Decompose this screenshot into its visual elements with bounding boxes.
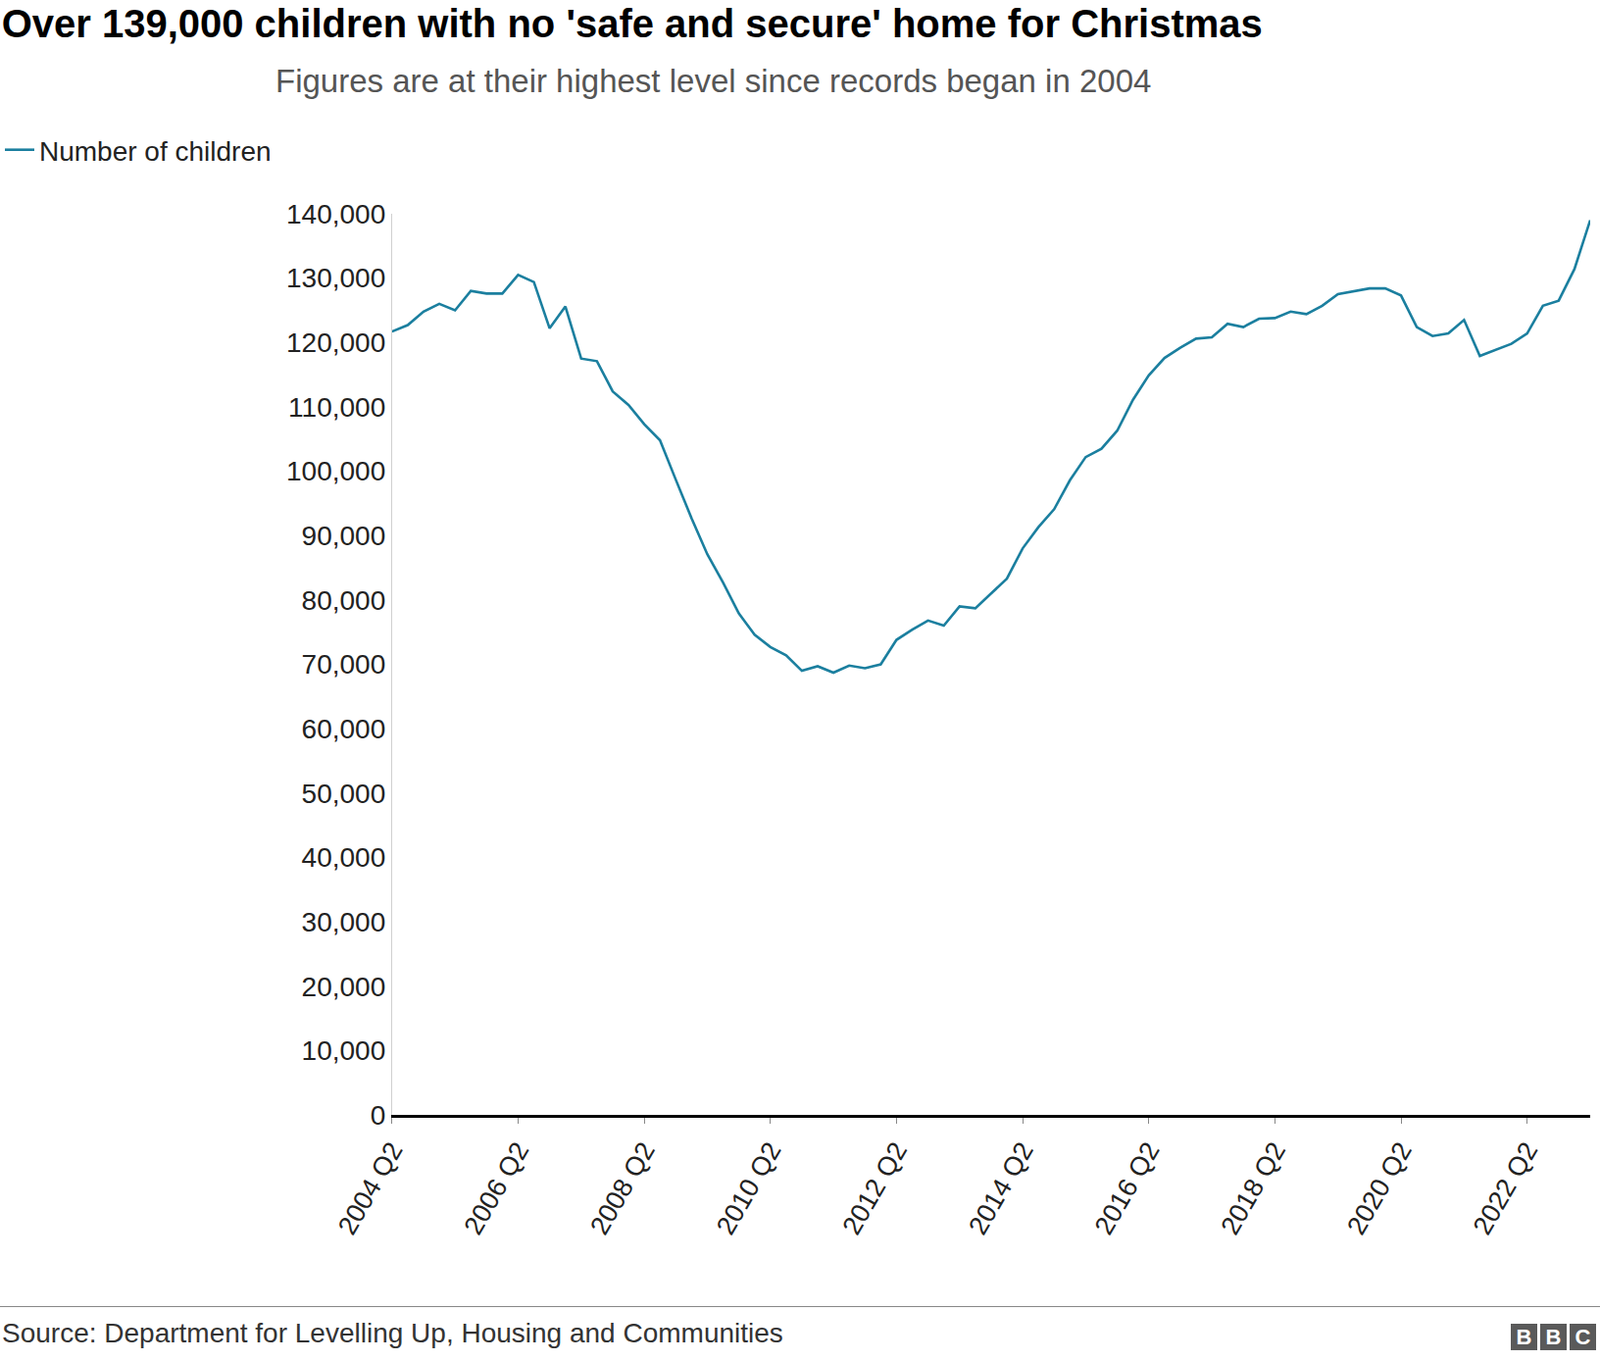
svg-text:80,000: 80,000 <box>301 585 387 616</box>
svg-text:0: 0 <box>370 1100 387 1131</box>
svg-text:2012 Q2: 2012 Q2 <box>837 1137 914 1241</box>
svg-text:2020 Q2: 2020 Q2 <box>1341 1137 1418 1241</box>
svg-text:2022 Q2: 2022 Q2 <box>1467 1137 1545 1241</box>
svg-text:140,000: 140,000 <box>286 199 386 230</box>
svg-text:40,000: 40,000 <box>301 842 387 873</box>
svg-text:120,000: 120,000 <box>286 327 386 358</box>
svg-text:10,000: 10,000 <box>301 1035 387 1066</box>
svg-text:2018 Q2: 2018 Q2 <box>1214 1137 1292 1241</box>
svg-text:Over 139,000 children with no: Over 139,000 children with no 'safe and … <box>1 1 1263 46</box>
svg-text:Figures are at their highest l: Figures are at their highest level since… <box>275 62 1151 100</box>
html-text:C: C <box>1575 1324 1591 1350</box>
svg-text:90,000: 90,000 <box>301 520 387 551</box>
svg-text:20,000: 20,000 <box>301 971 387 1002</box>
svg-text:2010 Q2: 2010 Q2 <box>710 1137 788 1241</box>
svg-text:100,000: 100,000 <box>286 455 386 487</box>
svg-text:110,000: 110,000 <box>288 392 386 423</box>
svg-text:2004 Q2: 2004 Q2 <box>332 1137 409 1241</box>
svg-text:60,000: 60,000 <box>301 713 387 745</box>
svg-text:70,000: 70,000 <box>301 649 387 680</box>
html-text:Source: Department for Levelli: Source: Department for Levelling Up, Hou… <box>1 1317 784 1349</box>
html-text:B: B <box>1545 1324 1562 1350</box>
svg-text:30,000: 30,000 <box>301 906 387 938</box>
svg-text:50,000: 50,000 <box>301 778 387 809</box>
svg-text:2014 Q2: 2014 Q2 <box>962 1137 1040 1241</box>
svg-text:2016 Q2: 2016 Q2 <box>1089 1137 1166 1241</box>
svg-text:Number of children: Number of children <box>39 136 272 167</box>
svg-text:2006 Q2: 2006 Q2 <box>458 1137 536 1241</box>
html-text:B: B <box>1516 1324 1532 1350</box>
svg-text:2008 Q2: 2008 Q2 <box>584 1137 661 1241</box>
svg-text:130,000: 130,000 <box>286 262 386 294</box>
